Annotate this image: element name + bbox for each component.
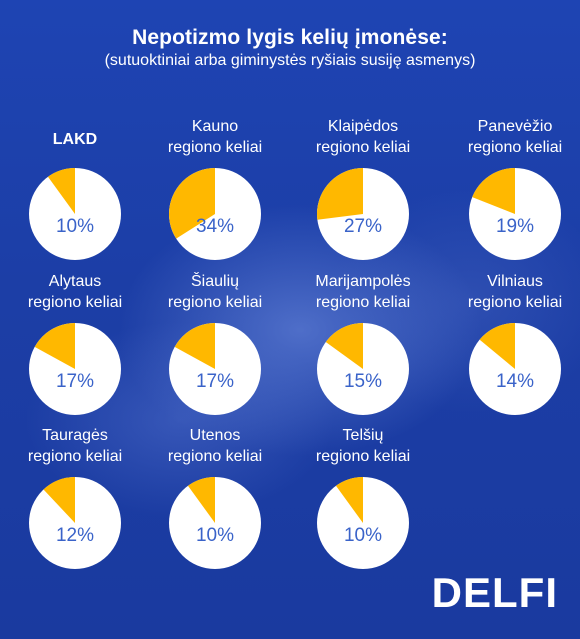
pie-slice [47,168,75,214]
pie-chart [316,167,410,261]
pie-slice [316,168,363,220]
pie-percent-label: 17% [55,371,95,392]
pie-label-line: Klaipėdos [327,118,399,135]
pie-slice [174,323,215,369]
pie-percent-label: 15% [343,371,383,392]
pie-percent-label: 34% [195,216,235,237]
pie-label-line: regiono keliai [167,448,263,465]
pie-percent-label: 12% [55,525,95,546]
pie-label-line: regiono keliai [27,448,123,465]
pie-label: Šiaulių regiono keliai [140,271,290,313]
pie-label-line: regiono keliai [315,294,411,311]
chart-subtitle: (sutuoktiniai arba giminystės ryšiais su… [104,52,476,69]
pie-label: Panevėžio regiono keliai [440,116,580,158]
pie-label-line: regiono keliai [467,294,563,311]
pie-chart [168,322,262,416]
pie-label: Vilniaus regiono keliai [440,271,580,313]
pie-chart [468,322,562,416]
pie-label-line: regiono keliai [167,139,263,156]
pie-percent-label: 10% [195,525,235,546]
pie-percent-label: 10% [55,216,95,237]
pie-chart [316,476,410,570]
pie-label-line: regiono keliai [467,139,563,156]
pie-chart [168,476,262,570]
pie-label-line: regiono keliai [315,139,411,156]
pie-label-line: Vilniaus [487,273,543,290]
pie-slice [43,477,75,523]
pie-label-line: Kauno [191,118,239,135]
pie-label: Telšių regiono keliai [288,425,438,467]
pie-slice [335,477,363,523]
pie-label-line: Tauragės [42,427,108,444]
pie-slice [34,323,75,369]
pie-label: LAKD [0,129,150,150]
pie-label: Alytaus regiono keliai [0,271,150,313]
pie-label-line: Utenos [189,427,241,444]
pie-chart [28,476,122,570]
pie-slice [472,168,515,214]
pie-percent-label: 19% [495,216,535,237]
pie-label-line: regiono keliai [27,294,123,311]
pie-slice [187,477,215,523]
pie-label-line: regiono keliai [315,448,411,465]
pie-slice [325,323,363,369]
pie-percent-label: 27% [343,216,383,237]
pie-chart [468,167,562,261]
pie-percent-label: 10% [343,525,383,546]
pie-label: Utenos regiono keliai [140,425,290,467]
pie-label: Klaipėdos regiono keliai [288,116,438,158]
pie-label-line: LAKD [52,131,98,148]
pie-label-line: regiono keliai [167,294,263,311]
pie-slice [168,168,215,239]
pie-label-line: Telšių [342,427,384,444]
pie-label: Tauragės regiono keliai [0,425,150,467]
pie-slice [479,323,515,369]
delfi-logo: DELFI [431,569,558,616]
pie-percent-label: 14% [495,371,535,392]
pie-label-line: Marijampolės [315,273,411,290]
pie-label-line: Alytaus [48,273,102,290]
pie-chart [316,322,410,416]
pie-chart [28,167,122,261]
pie-label-line: Panevėžio [477,118,553,135]
chart-title: Nepotizmo lygis kelių įmonėse: [132,26,448,49]
pie-label: Kauno regiono keliai [140,116,290,158]
pie-chart [168,167,262,261]
pie-chart [28,322,122,416]
pie-label: Marijampolės regiono keliai [288,271,438,313]
pie-percent-label: 17% [195,371,235,392]
pie-label-line: Šiaulių [190,273,240,290]
